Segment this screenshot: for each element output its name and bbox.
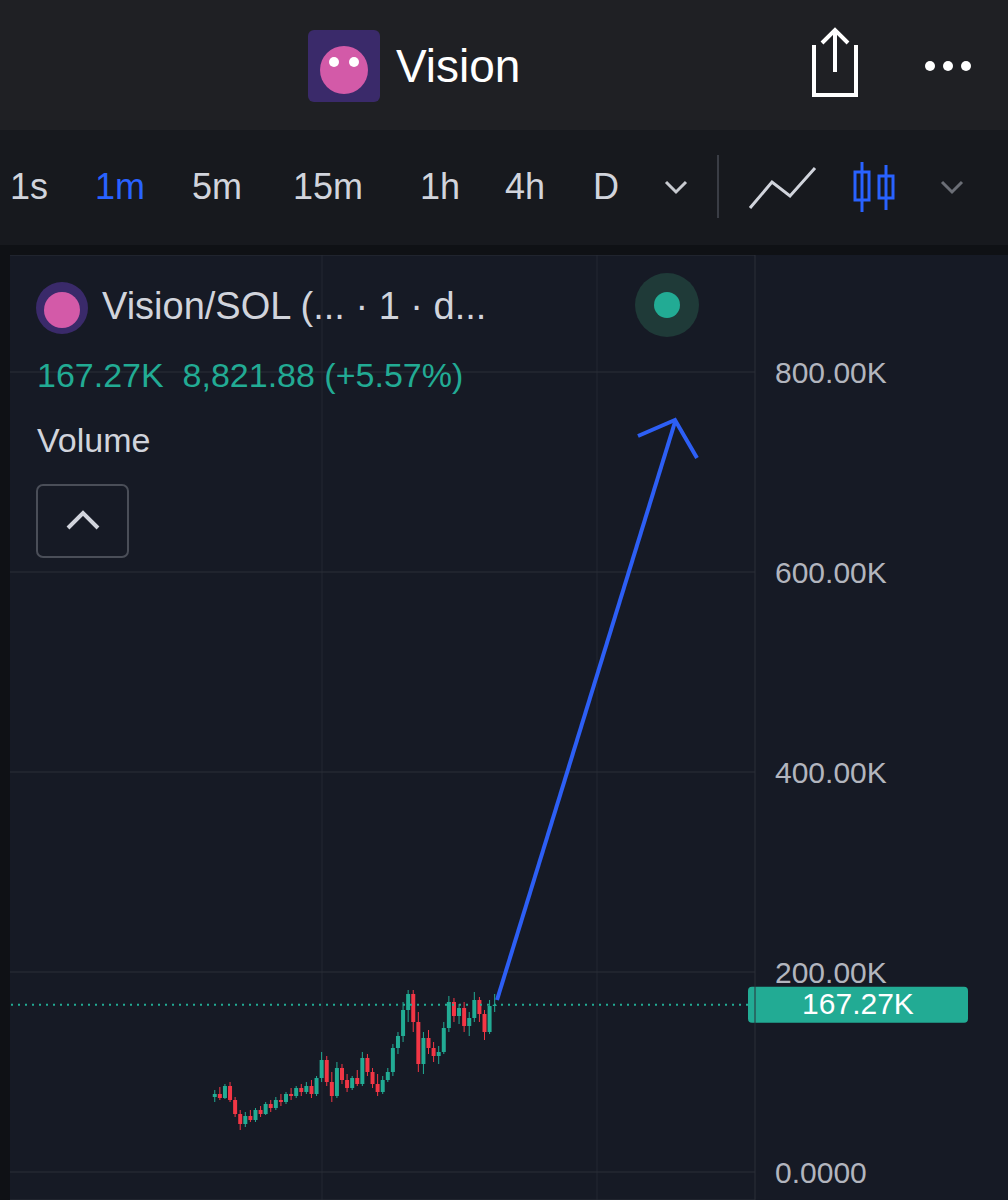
svg-text:400.00K: 400.00K [775, 756, 887, 789]
svg-text:0.0000: 0.0000 [775, 1156, 867, 1189]
html-text:5m: 5m [192, 166, 242, 207]
svg-text:600.00K: 600.00K [775, 556, 887, 589]
html-text:1h: 1h [420, 166, 460, 207]
html-text:1s: 1s [10, 166, 48, 207]
html-text:4h: 4h [505, 166, 545, 207]
html-text:Vision/SOL (... · 1 · d...: Vision/SOL (... · 1 · d... [102, 285, 487, 327]
svg-text:800.00K: 800.00K [775, 356, 887, 389]
html-text:15m: 15m [293, 166, 363, 207]
html-text:Vision: Vision [396, 40, 521, 92]
html-text:1m: 1m [95, 166, 145, 207]
svg-text:200.00K: 200.00K [775, 956, 887, 989]
html-text:167.27K 8,821.88 (+5.57%): 167.27K 8,821.88 (+5.57%) [37, 356, 464, 394]
html-text:D: D [593, 166, 619, 207]
svg-text:167.27K: 167.27K [802, 987, 914, 1020]
html-text:Volume: Volume [37, 421, 151, 459]
